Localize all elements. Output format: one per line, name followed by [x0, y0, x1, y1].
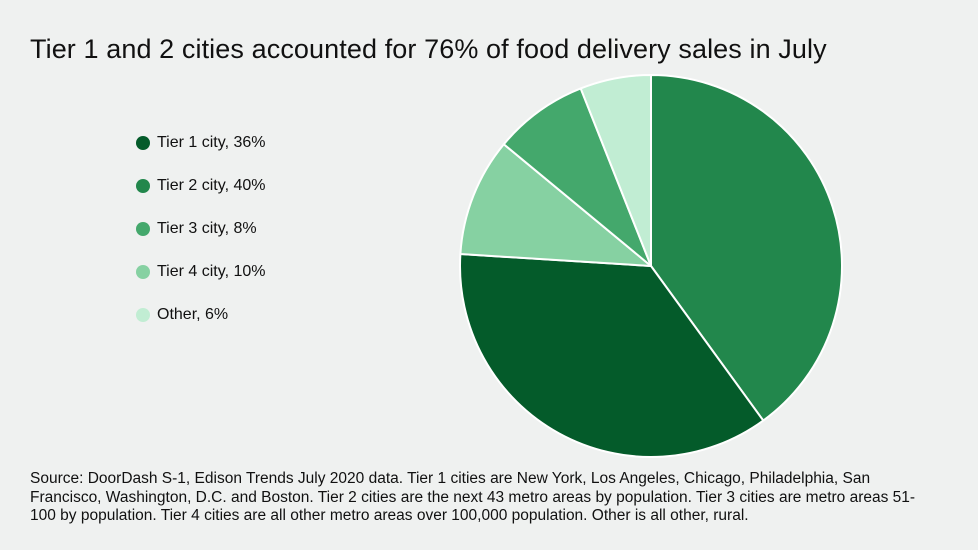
- pie-slice: [459, 253, 765, 458]
- legend-item: Tier 3 city, 8%: [136, 218, 265, 240]
- pie-slice: [579, 74, 652, 267]
- legend-item: Tier 4 city, 10%: [136, 261, 265, 283]
- legend-item: Tier 2 city, 40%: [136, 175, 265, 197]
- legend-swatch: [136, 222, 150, 236]
- legend-label: Tier 1 city, 36%: [157, 134, 266, 151]
- legend-swatch: [136, 179, 150, 193]
- legend-label: Tier 2 city, 40%: [157, 177, 266, 194]
- source-note: Source: DoorDash S-1, Edison Trends July…: [30, 470, 916, 524]
- legend-swatch: [136, 308, 150, 322]
- legend-label: Tier 4 city, 10%: [157, 263, 266, 280]
- chart-legend: Tier 1 city, 36% Tier 2 city, 40% Tier 3 c…: [136, 132, 265, 347]
- legend-swatch: [136, 136, 150, 150]
- legend-item: Tier 1 city, 36%: [136, 132, 265, 154]
- pie-chart: [459, 74, 843, 458]
- pie-slice: [502, 87, 652, 267]
- pie-slice: [650, 74, 843, 422]
- legend-label: Tier 3 city, 8%: [157, 220, 257, 237]
- chart-title: Tier 1 and 2 cities accounted for 76% of…: [30, 34, 827, 64]
- legend-label: Other, 6%: [157, 306, 229, 323]
- legend-item: Other, 6%: [136, 304, 265, 326]
- pie-slice: [459, 143, 652, 267]
- legend-swatch: [136, 265, 150, 279]
